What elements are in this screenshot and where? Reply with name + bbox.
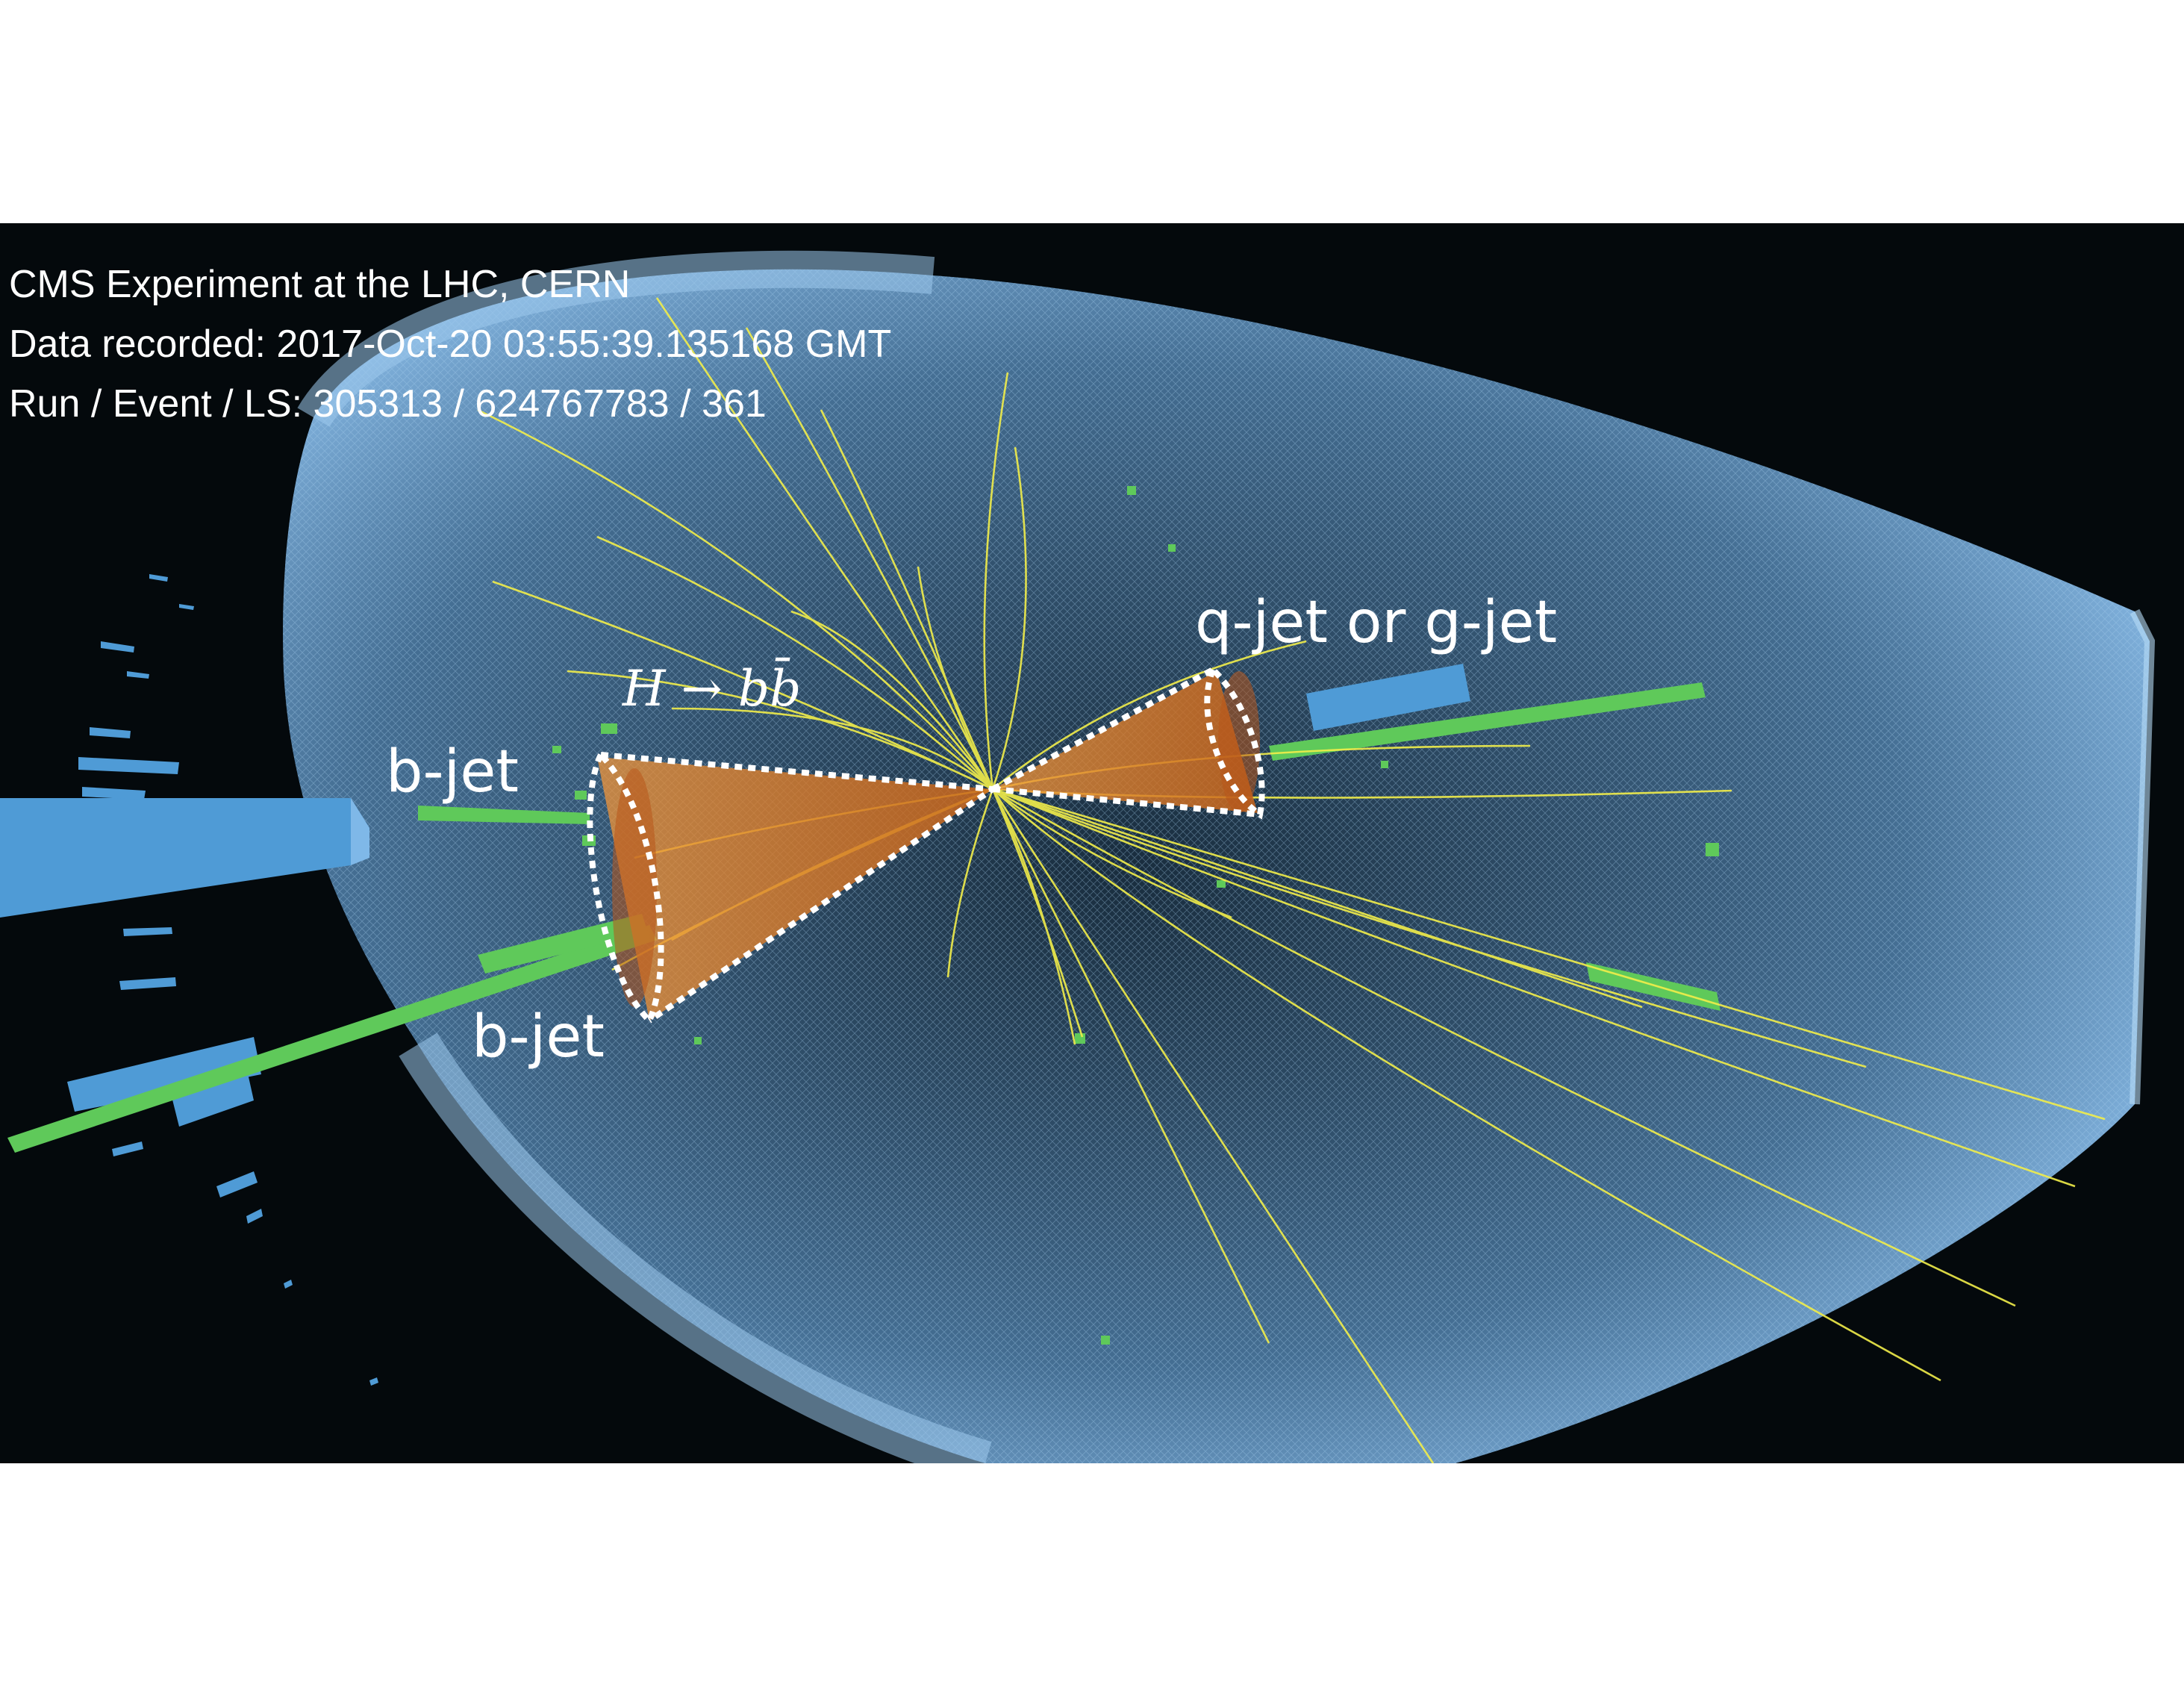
event-display: CMS Experiment at the LHC, CERN Data rec… (0, 223, 2184, 1463)
jet-cone-outlines (587, 664, 1265, 1026)
q-jet-label: q-jet or g-jet (1195, 589, 1558, 656)
higgs-decay-label: H → bb̄ (623, 660, 802, 717)
experiment-title: CMS Experiment at the LHC, CERN (9, 263, 631, 306)
higgs-bb-cone (597, 757, 993, 1021)
b-jet-label-lower: b-jet (472, 1003, 605, 1071)
calorimeter-barrel (283, 250, 2156, 1463)
event-display-graphic (0, 250, 2156, 1463)
event-info: CMS Experiment at the LHC, CERN Data rec… (9, 255, 891, 434)
b-jet-label-upper: b-jet (386, 738, 519, 806)
run-event-ls: Run / Event / LS: 305313 / 624767783 / 3… (9, 382, 767, 426)
data-recorded: Data recorded: 2017-Oct-20 03:55:39.1351… (9, 323, 892, 366)
hcal-deposits-left (0, 574, 1470, 1386)
